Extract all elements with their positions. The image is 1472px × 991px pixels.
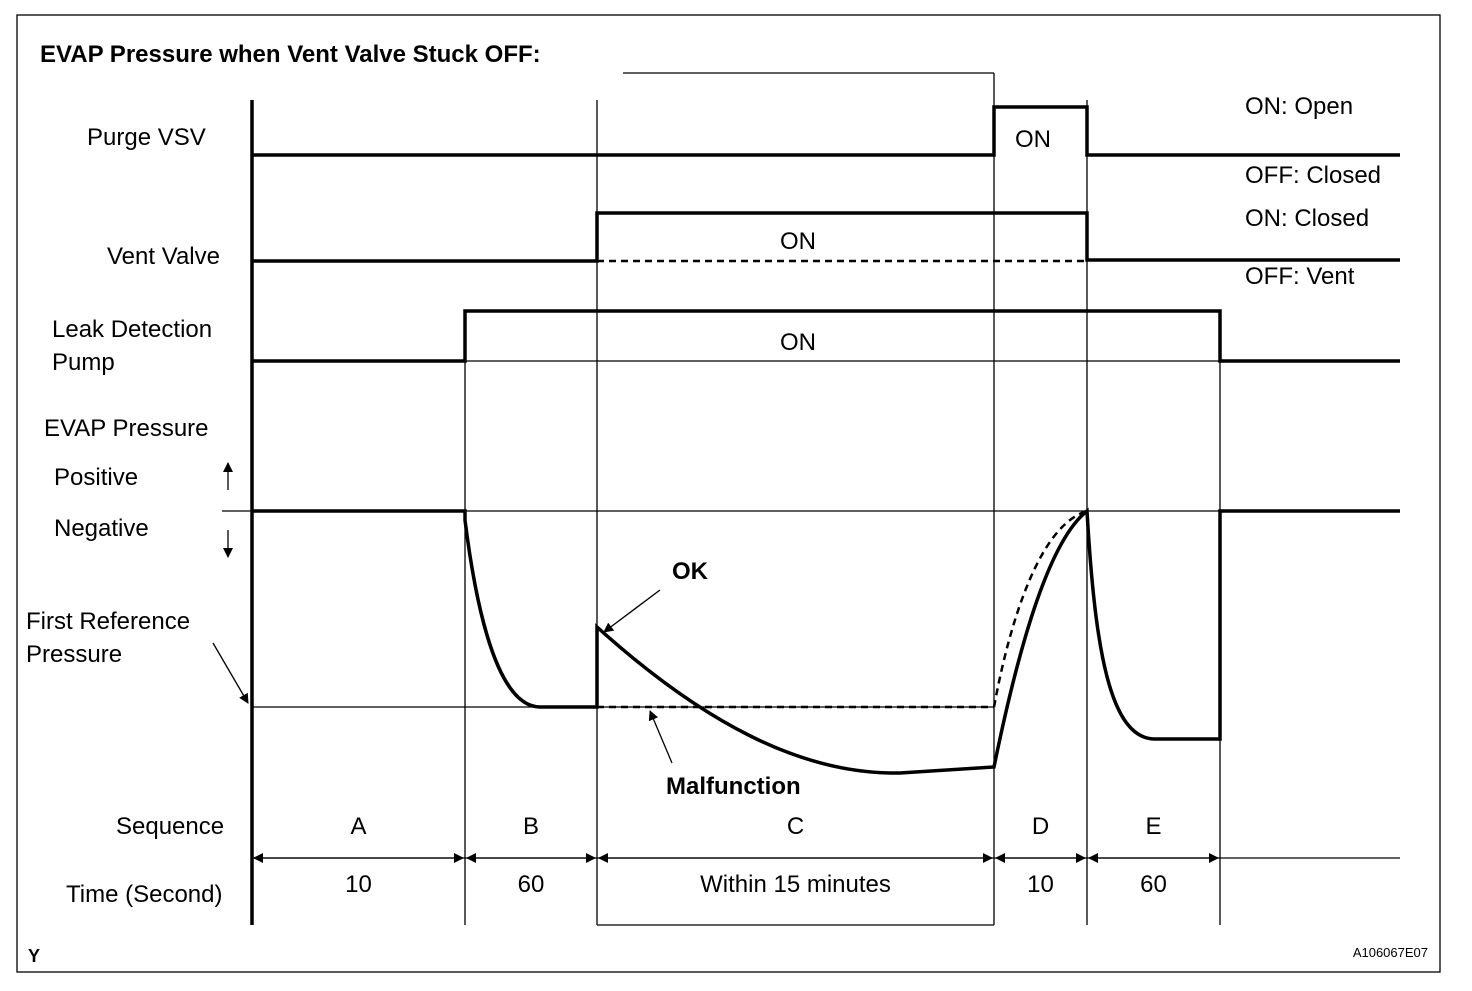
legend-text: ON: Closed — [1245, 205, 1369, 232]
frame — [16, 14, 1441, 973]
row-label: Sequence — [116, 813, 224, 840]
row-label: Time (Second) — [66, 881, 223, 908]
row-label: Purge VSV — [87, 124, 206, 151]
time-label: 60 — [1140, 871, 1167, 898]
sequence-label: E — [1145, 813, 1161, 840]
malfunction-label: Malfunction — [666, 773, 801, 800]
axis-note: Positive — [54, 464, 138, 491]
axis-note: Negative — [54, 515, 149, 542]
signal-traces — [222, 105, 1400, 775]
legend-text: ON: Open — [1245, 93, 1353, 120]
row-label: Leak Detection — [52, 316, 212, 343]
sequence-label: C — [787, 813, 804, 840]
labels: EVAP Pressure when Vent Valve Stuck OFF:… — [26, 41, 1428, 966]
state-label: ON — [780, 228, 816, 255]
reference-label: Pressure — [26, 641, 122, 668]
time-label: 60 — [518, 871, 545, 898]
row-label: Vent Valve — [107, 243, 220, 270]
corner-mark: Y — [28, 946, 40, 966]
time-label: Within 15 minutes — [700, 871, 891, 898]
sequence-label: D — [1032, 813, 1049, 840]
row-label: EVAP Pressure — [44, 415, 209, 442]
time-label: 10 — [1027, 871, 1054, 898]
figure-code: A106067E07 — [1353, 945, 1428, 960]
title: EVAP Pressure when Vent Valve Stuck OFF: — [40, 41, 541, 68]
ok-label: OK — [672, 558, 709, 585]
state-label: ON — [1015, 126, 1051, 153]
row-label: Pump — [52, 349, 115, 376]
arrows — [212, 462, 1400, 863]
legend-text: OFF: Closed — [1245, 162, 1381, 189]
legend-text: OFF: Vent — [1245, 263, 1355, 290]
sequence-label: B — [523, 813, 539, 840]
state-label: ON — [780, 329, 816, 356]
time-label: 10 — [345, 871, 372, 898]
reference-label: First Reference — [26, 608, 190, 635]
sequence-label: A — [350, 813, 366, 840]
